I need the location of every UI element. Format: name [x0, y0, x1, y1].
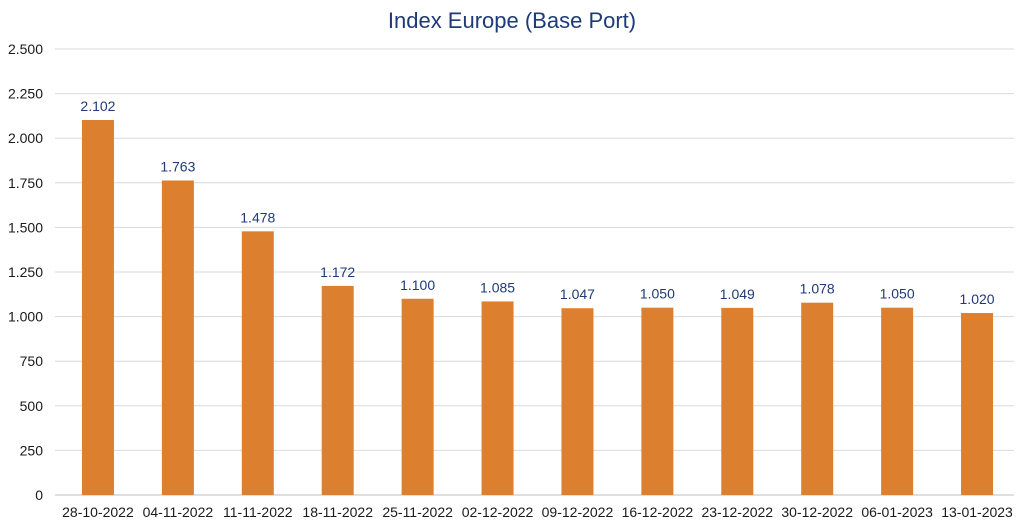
- x-tick-label: 09-12-2022: [542, 504, 614, 520]
- chart-title: Index Europe (Base Port): [387, 8, 637, 33]
- bar: [801, 302, 834, 495]
- bar-value-label: 1.078: [800, 281, 835, 297]
- y-tick-label: 500: [20, 398, 44, 414]
- y-tick-label: 2.500: [8, 41, 43, 57]
- y-tick-label: 1.000: [8, 309, 43, 325]
- bar-value-label: 1.172: [320, 264, 355, 280]
- bar-value-label: 1.100: [400, 277, 435, 293]
- bar-value-label: 1.049: [720, 286, 755, 302]
- x-tick-label: 04-11-2022: [143, 504, 214, 520]
- bar: [561, 308, 594, 495]
- bar-value-label: 1.050: [640, 286, 675, 302]
- bar: [481, 301, 514, 495]
- bar-value-label: 1.085: [480, 279, 515, 295]
- x-tick-label: 11-11-2022: [223, 504, 293, 520]
- x-tick-label: 02-12-2022: [462, 504, 534, 520]
- bar-value-label: 1.763: [160, 158, 195, 174]
- y-tick-label: 250: [20, 442, 44, 458]
- bar: [401, 298, 434, 495]
- x-tick-label: 28-10-2022: [62, 504, 134, 520]
- bar: [81, 120, 114, 495]
- y-tick-label: 0: [35, 487, 43, 503]
- x-tick-label: 13-01-2023: [941, 504, 1013, 520]
- bar: [721, 307, 754, 495]
- x-tick-label: 25-11-2022: [382, 504, 453, 520]
- y-tick-label: 1.250: [8, 264, 43, 280]
- bar: [241, 231, 274, 495]
- bar-value-label: 1.047: [560, 286, 595, 302]
- bar: [161, 180, 194, 495]
- x-tick-label: 30-12-2022: [781, 504, 853, 520]
- x-tick-label: 23-12-2022: [701, 504, 773, 520]
- y-tick-label: 2.000: [8, 130, 43, 146]
- bar-value-label: 1.050: [880, 286, 915, 302]
- x-tick-label: 06-01-2023: [861, 504, 933, 520]
- x-tick-label: 16-12-2022: [622, 504, 694, 520]
- bar: [961, 313, 994, 495]
- bar-value-label: 2.102: [80, 98, 115, 114]
- bar-value-label: 1.020: [960, 291, 995, 307]
- y-tick-label: 2.250: [8, 86, 43, 102]
- bar: [321, 285, 354, 495]
- bar-value-label: 1.478: [240, 209, 275, 225]
- y-tick-label: 750: [20, 353, 44, 369]
- bar: [881, 307, 914, 495]
- y-tick-label: 1.500: [8, 219, 43, 235]
- y-tick-label: 1.750: [8, 175, 43, 191]
- bar: [641, 307, 674, 495]
- x-tick-label: 18-11-2022: [302, 504, 373, 520]
